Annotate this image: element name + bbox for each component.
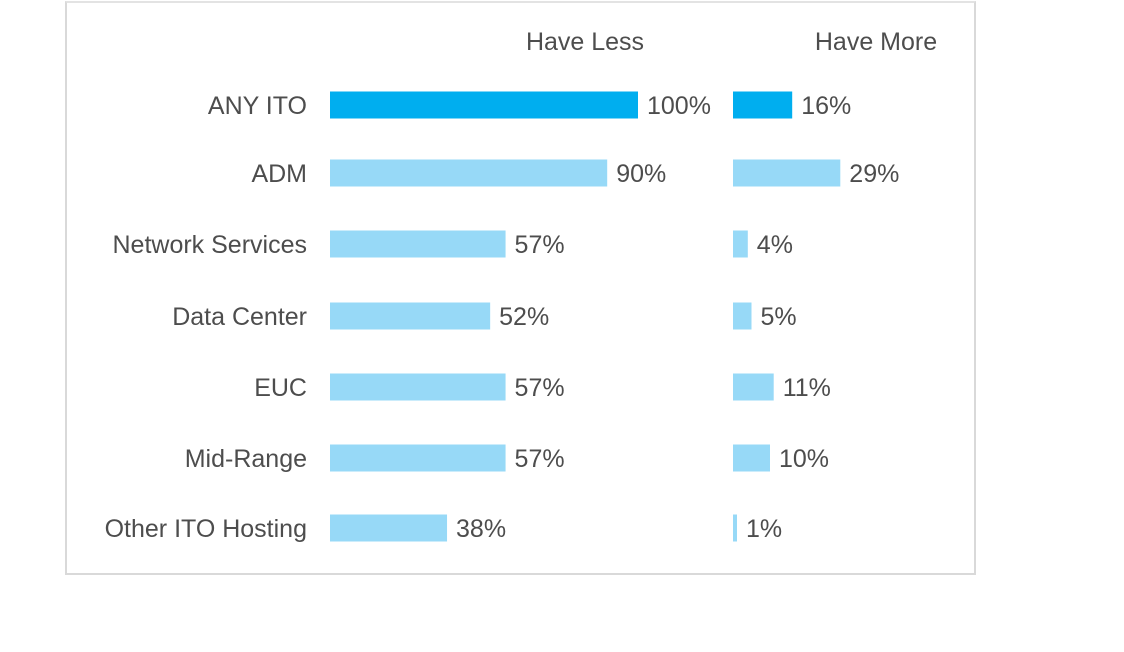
category-label-other-ito-hosting: Other ITO Hosting (105, 515, 307, 543)
category-label-network-services: Network Services (113, 231, 308, 259)
bar-have-more-euc (733, 373, 774, 401)
value-label-have-less-mid-range: 57% (515, 445, 565, 473)
value-label-have-less-adm: 90% (616, 160, 666, 188)
value-label-have-less-any-ito: 100% (647, 92, 711, 120)
bar-have-more-network-services (733, 230, 748, 258)
bar-have-less-any-ito (330, 91, 638, 119)
value-label-have-more-network-services: 4% (757, 231, 793, 259)
bar-have-less-data-center (330, 302, 491, 330)
bar-have-less-euc (330, 373, 506, 401)
category-label-adm: ADM (251, 160, 307, 188)
value-label-have-more-adm: 29% (849, 160, 899, 188)
value-label-have-more-any-ito: 16% (801, 92, 851, 120)
bar-have-more-mid-range (733, 444, 770, 472)
column-header-have-more: Have More (815, 28, 937, 56)
category-label-data-center: Data Center (172, 303, 307, 331)
category-label-any-ito: ANY ITO (208, 92, 307, 120)
value-label-have-more-euc: 11% (783, 374, 831, 402)
value-label-have-less-data-center: 52% (499, 303, 549, 331)
value-label-have-more-mid-range: 10% (779, 445, 829, 473)
bar-have-less-mid-range (330, 444, 506, 472)
bar-have-less-adm (330, 159, 608, 187)
category-label-euc: EUC (254, 374, 307, 402)
chart-frame (65, 1, 976, 575)
value-label-have-more-data-center: 5% (761, 303, 797, 331)
value-label-have-less-network-services: 57% (515, 231, 565, 259)
column-header-have-less: Have Less (526, 28, 644, 56)
bar-have-less-other-ito-hosting (330, 514, 448, 542)
value-label-have-more-other-ito-hosting: 1% (746, 515, 782, 543)
category-label-mid-range: Mid-Range (185, 445, 307, 473)
bar-have-less-network-services (330, 230, 506, 258)
bar-have-more-adm (733, 159, 841, 187)
bar-have-more-other-ito-hosting (733, 514, 737, 542)
value-label-have-less-other-ito-hosting: 38% (456, 515, 506, 543)
bar-have-more-data-center (733, 302, 752, 330)
bar-have-more-any-ito (733, 91, 793, 119)
value-label-have-less-euc: 57% (515, 374, 565, 402)
